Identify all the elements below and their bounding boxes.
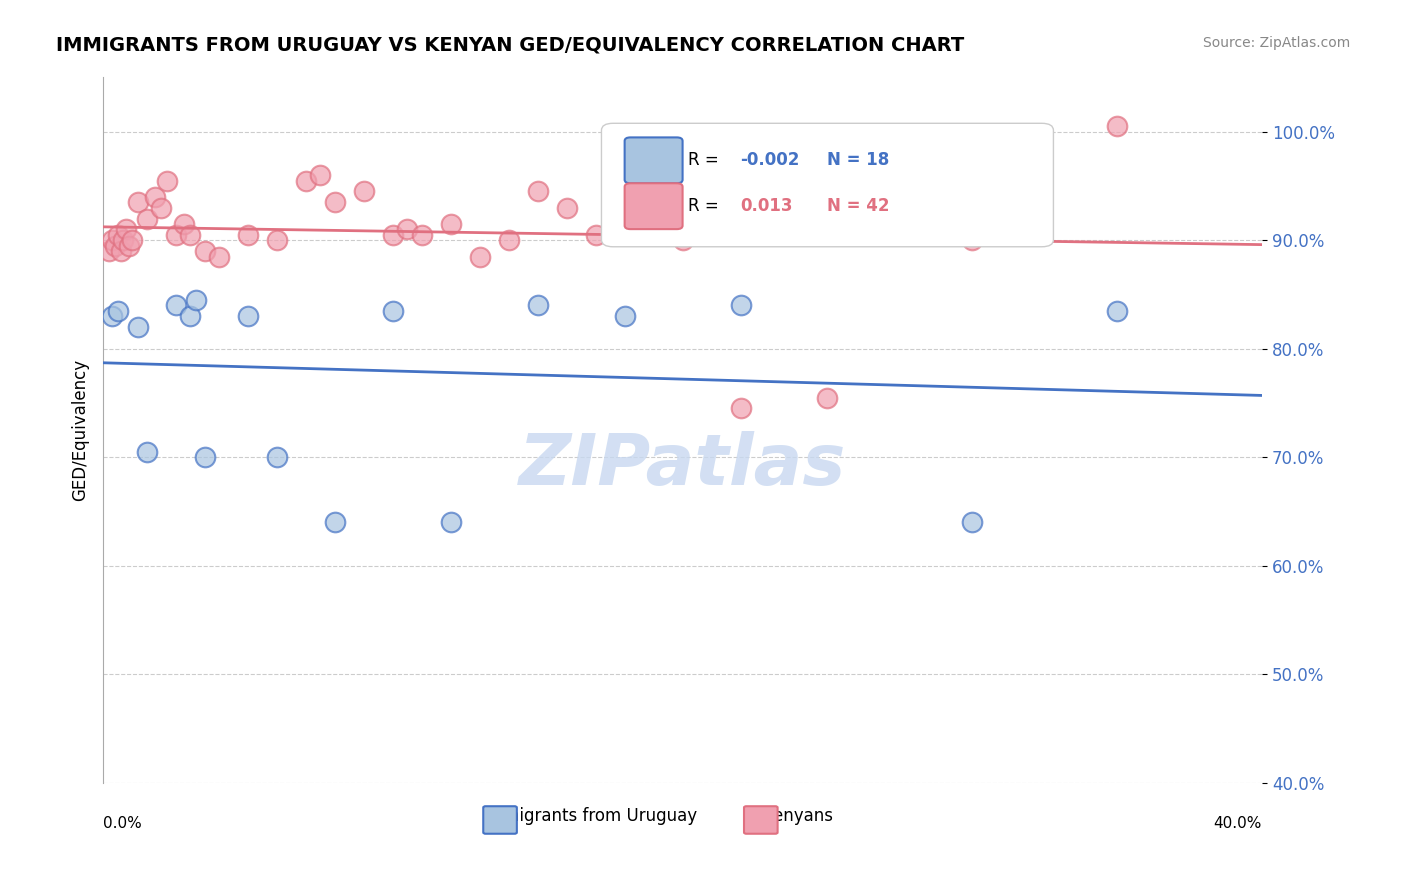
Point: [127, 320, 149, 334]
Text: 0.0%: 0.0%: [103, 815, 142, 830]
Point: [165, 298, 187, 312]
Point: [962, 516, 984, 530]
FancyBboxPatch shape: [624, 137, 682, 183]
Point: [295, 173, 318, 187]
Point: [236, 227, 259, 242]
Point: [730, 401, 752, 416]
Point: [165, 227, 187, 242]
Point: [266, 450, 288, 465]
Point: [962, 233, 984, 247]
Point: [671, 233, 693, 247]
Point: [150, 201, 173, 215]
Point: [468, 250, 491, 264]
FancyBboxPatch shape: [602, 123, 1053, 247]
Text: 0.013: 0.013: [741, 197, 793, 215]
Point: [1107, 303, 1129, 318]
Point: [173, 217, 195, 231]
Point: [817, 391, 839, 405]
Text: ZIPatlas: ZIPatlas: [519, 431, 846, 500]
Point: [156, 173, 179, 187]
Point: [193, 450, 215, 465]
Point: [107, 227, 129, 242]
Text: -0.002: -0.002: [741, 152, 800, 169]
Point: [323, 195, 346, 210]
Point: [121, 233, 143, 247]
Point: [526, 185, 548, 199]
Point: [730, 298, 752, 312]
Point: [107, 303, 129, 318]
Text: R =: R =: [689, 197, 724, 215]
Point: [143, 190, 166, 204]
Point: [353, 185, 375, 199]
Point: [101, 233, 124, 247]
Point: [97, 244, 120, 259]
Text: N = 42: N = 42: [828, 197, 890, 215]
Point: [115, 222, 138, 236]
Text: 40.0%: 40.0%: [1213, 815, 1263, 830]
Point: [110, 244, 132, 259]
Point: [411, 227, 433, 242]
Point: [323, 516, 346, 530]
Point: [498, 233, 520, 247]
Point: [613, 310, 636, 324]
FancyBboxPatch shape: [484, 806, 517, 834]
Text: R =: R =: [689, 152, 724, 169]
Text: Kenyans: Kenyans: [763, 807, 834, 825]
Point: [208, 250, 231, 264]
Text: N = 18: N = 18: [828, 152, 890, 169]
Point: [555, 201, 578, 215]
Text: Source: ZipAtlas.com: Source: ZipAtlas.com: [1202, 36, 1350, 50]
Point: [381, 227, 404, 242]
Point: [585, 227, 607, 242]
Point: [101, 310, 124, 324]
Point: [179, 310, 201, 324]
Point: [396, 222, 419, 236]
Text: IMMIGRANTS FROM URUGUAY VS KENYAN GED/EQUIVALENCY CORRELATION CHART: IMMIGRANTS FROM URUGUAY VS KENYAN GED/EQ…: [56, 36, 965, 54]
FancyBboxPatch shape: [624, 183, 682, 229]
Point: [1107, 120, 1129, 134]
Point: [440, 217, 463, 231]
Point: [112, 233, 135, 247]
Point: [135, 445, 157, 459]
Point: [643, 178, 665, 193]
Point: [526, 298, 548, 312]
Point: [309, 168, 332, 182]
Point: [236, 310, 259, 324]
FancyBboxPatch shape: [744, 806, 778, 834]
Point: [179, 227, 201, 242]
Point: [613, 222, 636, 236]
Point: [135, 211, 157, 226]
Point: [440, 516, 463, 530]
Point: [193, 244, 215, 259]
Point: [184, 293, 207, 307]
Point: [381, 303, 404, 318]
Point: [118, 238, 141, 252]
Y-axis label: GED/Equivalency: GED/Equivalency: [72, 359, 89, 501]
Point: [104, 238, 127, 252]
Point: [127, 195, 149, 210]
Point: [903, 201, 925, 215]
Text: Immigrants from Uruguay: Immigrants from Uruguay: [482, 807, 697, 825]
Point: [266, 233, 288, 247]
